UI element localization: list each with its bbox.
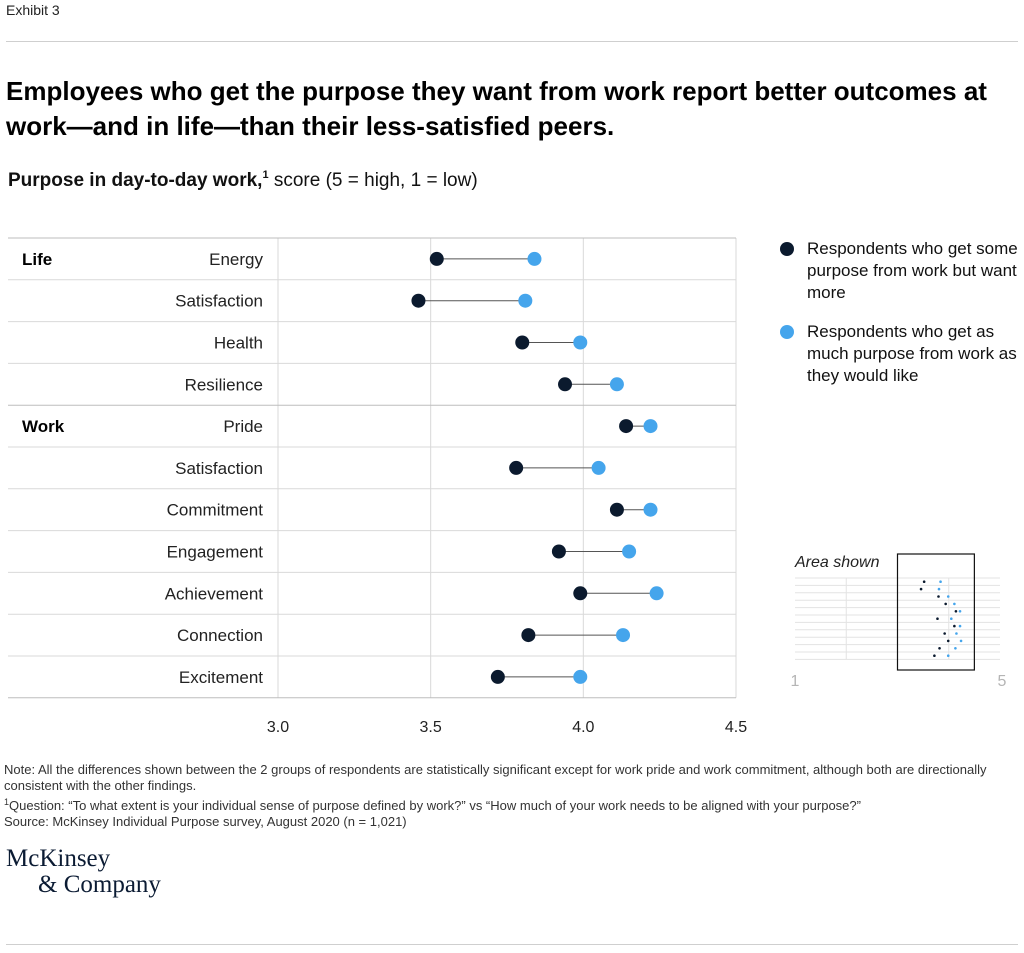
- category-label: Engagement: [167, 543, 264, 562]
- point-some-purpose: [573, 586, 588, 601]
- minimap-point-full: [950, 617, 953, 620]
- point-some-purpose: [490, 669, 505, 684]
- point-full-purpose: [518, 293, 533, 308]
- minimap-point-full: [953, 602, 956, 606]
- category-label: Achievement: [165, 584, 264, 603]
- point-full-purpose: [609, 377, 624, 392]
- legend-light-label: Respondents who get as much purpose from…: [807, 322, 1017, 385]
- minimap-point-full: [959, 639, 963, 643]
- point-some-purpose: [411, 293, 426, 308]
- x-tick-label: 4.5: [725, 719, 747, 736]
- minimap-area-frame: [896, 553, 975, 671]
- point-full-purpose: [643, 502, 658, 517]
- exhibit-label: Exhibit 3: [6, 2, 60, 18]
- minimap-point-some: [922, 580, 926, 583]
- minimap-point-some: [944, 602, 947, 606]
- minimap-point-some: [938, 647, 941, 650]
- minimap-point-some: [943, 632, 946, 635]
- x-tick-label: 4.0: [572, 719, 594, 736]
- category-label: Satisfaction: [175, 292, 263, 311]
- point-full-purpose: [591, 460, 606, 475]
- area-shown-minimap: Area shown 1 5: [791, 553, 1007, 690]
- minimap-max-label: 5: [998, 673, 1007, 690]
- logo-line-2: & Company: [38, 871, 161, 898]
- point-some-purpose: [521, 628, 536, 643]
- category-label: Commitment: [167, 501, 264, 520]
- point-full-purpose: [643, 419, 658, 434]
- subtitle-footnote-marker: 1: [262, 169, 269, 181]
- minimap-point-some: [933, 654, 936, 657]
- footnotes: Note: All the differences shown between …: [4, 762, 1014, 830]
- point-some-purpose: [509, 460, 524, 475]
- point-some-purpose: [429, 251, 444, 266]
- subtitle-bold: Purpose in day-to-day work,: [8, 170, 263, 191]
- chart-subtitle: Purpose in day-to-day work,1 score (5 = …: [8, 169, 478, 192]
- point-full-purpose: [616, 628, 631, 643]
- point-full-purpose: [622, 544, 637, 559]
- subtitle-rest: score (5 = high, 1 = low): [268, 170, 478, 191]
- category-label: Pride: [223, 417, 263, 436]
- category-label: Connection: [177, 626, 263, 645]
- minimap-point-some: [937, 595, 940, 598]
- point-full-purpose: [573, 335, 588, 350]
- minimap-point-full: [946, 654, 950, 657]
- minimap-point-full: [937, 587, 941, 591]
- note-text: Note: All the differences shown between …: [4, 762, 987, 793]
- group-label: Work: [22, 417, 65, 436]
- minimap-point-some: [919, 587, 923, 591]
- headline: Employees who get the purpose they want …: [6, 76, 987, 141]
- question-footnote-marker: 1: [4, 797, 10, 807]
- category-label: Satisfaction: [175, 459, 263, 478]
- point-full-purpose: [649, 586, 664, 601]
- x-tick-label: 3.5: [420, 719, 442, 736]
- minimap-point-some: [946, 639, 950, 643]
- minimap-title: Area shown: [794, 554, 880, 571]
- logo-line-1: McKinsey: [6, 845, 111, 872]
- minimap-point-some: [936, 617, 939, 620]
- category-label: Resilience: [185, 375, 263, 394]
- point-some-purpose: [515, 335, 530, 350]
- legend-dark-dot: [780, 242, 794, 256]
- category-label: Health: [214, 334, 263, 353]
- point-some-purpose: [619, 419, 634, 434]
- minimap-point-full: [954, 647, 957, 650]
- point-full-purpose: [527, 251, 542, 266]
- minimap-point-full: [955, 632, 958, 635]
- minimap-point-full: [946, 595, 950, 598]
- x-tick-label: 3.0: [267, 719, 289, 736]
- minimap-point-full: [958, 610, 962, 613]
- category-label: Excitement: [179, 668, 263, 687]
- minimap-point-full: [939, 580, 942, 583]
- minimap-point-some: [954, 610, 958, 613]
- point-some-purpose: [609, 502, 624, 517]
- point-some-purpose: [551, 544, 566, 559]
- source-text: Source: McKinsey Individual Purpose surv…: [4, 814, 407, 829]
- top-divider: [6, 41, 1018, 42]
- category-label: Energy: [209, 250, 263, 269]
- legend-dark-label: Respondents who get some purpose from wo…: [807, 239, 1018, 302]
- group-label: Life: [22, 250, 52, 269]
- question-text: Question: “To what extent is your indivi…: [9, 798, 861, 813]
- minimap-point-some: [953, 624, 956, 628]
- legend-light-dot: [780, 325, 794, 339]
- point-some-purpose: [558, 377, 573, 392]
- mckinsey-logo: McKinsey & Company: [6, 846, 161, 898]
- minimap-min-label: 1: [791, 673, 800, 690]
- bottom-divider: [6, 944, 1018, 945]
- minimap-point-full: [958, 624, 962, 628]
- point-full-purpose: [573, 669, 588, 684]
- dumbbell-chart: Life Work Energy Satisfaction Health Resilien…: [8, 237, 747, 736]
- question-footnote: 1Question: “To what extent is your indiv…: [4, 794, 1014, 814]
